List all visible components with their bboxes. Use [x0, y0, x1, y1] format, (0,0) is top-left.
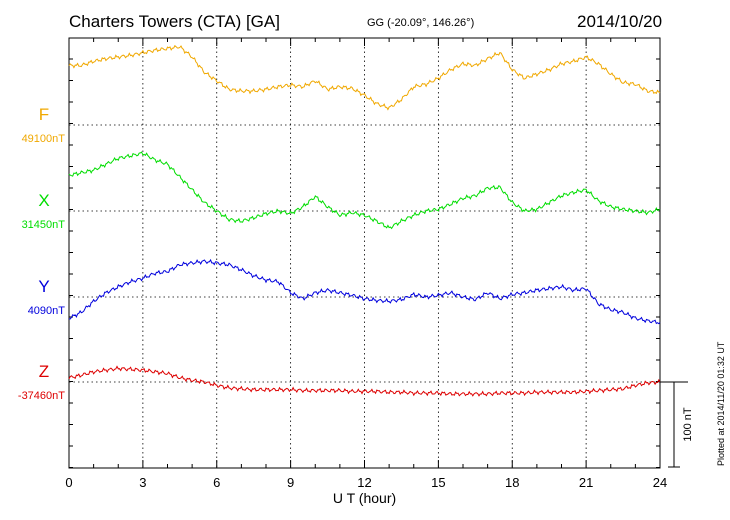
- axis-ticks: 0 3 6 9 12 15 18 21 24: [65, 38, 667, 490]
- x-tick-label: 21: [579, 475, 593, 490]
- chart-date: 2014/10/20: [577, 12, 663, 31]
- x-tick-label: 0: [65, 475, 72, 490]
- series-baseline-label-x: 31450nT: [22, 219, 66, 231]
- series-baseline-label-z: -37460nT: [18, 390, 65, 402]
- x-tick-label: 18: [505, 475, 519, 490]
- series-name-x: X: [38, 191, 49, 210]
- series-baseline-label-y: 4090nT: [28, 305, 66, 317]
- scale-bar: 100 nT: [660, 381, 694, 468]
- x-tick-label: 24: [653, 475, 667, 490]
- x-tick-label: 9: [287, 475, 294, 490]
- series-line-f: [68, 44, 661, 111]
- series-name-z: Z: [39, 362, 49, 381]
- chart-title: Charters Towers (CTA) [GA]: [69, 12, 280, 31]
- station-coordinates: GG (-20.09°, 146.26°): [367, 17, 475, 29]
- plotted-timestamp: Plotted at 2014/11/20 01:32 UT: [716, 341, 726, 466]
- scale-bar-label: 100 nT: [682, 407, 694, 442]
- series-baselines: [69, 124, 660, 383]
- series-line-z: [68, 365, 661, 397]
- x-tick-label: 15: [431, 475, 445, 490]
- x-axis-label: U T (hour): [333, 490, 396, 506]
- series-name-f: F: [39, 105, 49, 124]
- series-line-y: [68, 258, 661, 325]
- series-baseline-label-f: 49100nT: [22, 133, 66, 145]
- series-lines: [68, 44, 661, 397]
- x-tick-label: 6: [213, 475, 220, 490]
- series-line-x: [68, 151, 661, 230]
- series-labels: F 49100nT X 31450nT Y 4090nT Z -37460nT: [18, 105, 65, 402]
- x-tick-label: 12: [357, 475, 371, 490]
- series-name-y: Y: [38, 277, 49, 296]
- grid-lines: [142, 38, 587, 468]
- x-tick-label: 3: [139, 475, 146, 490]
